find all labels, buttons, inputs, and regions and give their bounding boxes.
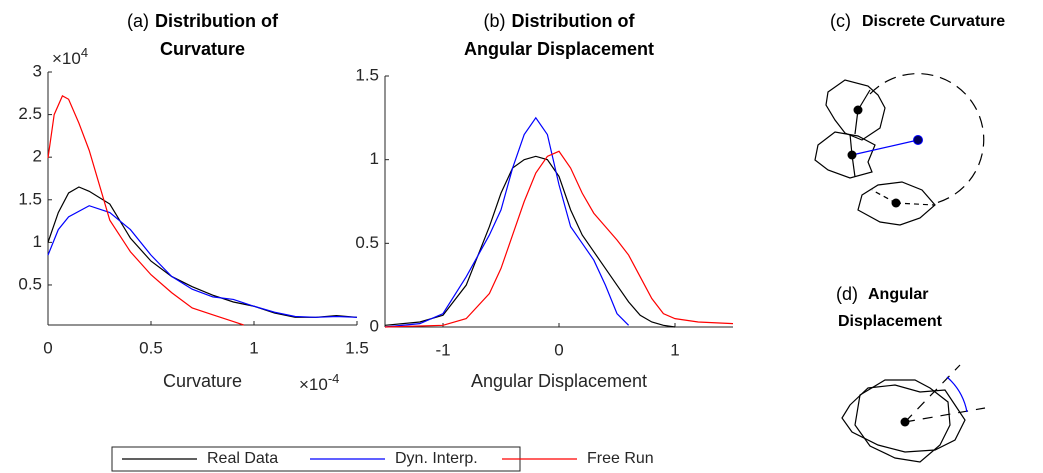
x-tick-label: 1 xyxy=(670,340,679,359)
x-tick-label: 0 xyxy=(554,340,563,359)
diagram-dot xyxy=(900,417,910,427)
x-tick-label: 1 xyxy=(249,338,258,357)
legend-label: Dyn. Interp. xyxy=(395,450,478,467)
y-tick-label: 2.5 xyxy=(18,104,42,123)
y-tick-label: 1.5 xyxy=(18,189,42,208)
x-tick-label: 1.5 xyxy=(345,338,369,357)
x-tick-label: -1 xyxy=(435,340,450,359)
series-line xyxy=(47,186,358,318)
diagram-panel: (c) xyxy=(830,11,851,31)
chart-title: (a) Distribution of xyxy=(127,11,279,31)
multiplier-base: ×10 xyxy=(299,375,328,394)
diagram-title: Discrete Curvature xyxy=(862,13,1005,30)
multiplier-exponent: -4 xyxy=(328,371,340,386)
chart-panel: (b) xyxy=(484,11,506,31)
y-tick-label: 1 xyxy=(33,232,42,251)
chart-title: Curvature xyxy=(160,39,245,59)
multiplier-exponent: 4 xyxy=(81,45,88,60)
diagram-title: Angular xyxy=(868,286,928,303)
x-tick-label: 0.5 xyxy=(139,338,163,357)
legend-label: Free Run xyxy=(587,450,654,467)
y-tick-label: 1.5 xyxy=(355,65,379,84)
chart-title: Angular Displacement xyxy=(464,39,654,59)
diagram-dot xyxy=(847,150,857,160)
diagram-panel: (d) xyxy=(836,284,858,304)
multiplier-base: ×10 xyxy=(52,49,81,68)
x-axis-label: Angular Displacement xyxy=(471,371,647,391)
diagram-d xyxy=(841,364,986,463)
chart-title-text: Distribution of xyxy=(512,11,636,31)
y-tick-label: 0.5 xyxy=(18,274,42,293)
y-tick-label: 2 xyxy=(33,147,42,166)
x-multiplier: ×10-4 xyxy=(299,371,339,394)
y-tick-label: 1 xyxy=(370,149,379,168)
chart-title-text: Distribution of xyxy=(155,11,279,31)
y-tick-label: 0 xyxy=(370,316,379,335)
series-line xyxy=(384,150,734,328)
diagram-dot xyxy=(853,105,863,115)
diagram-dot xyxy=(891,198,901,208)
series-line xyxy=(47,95,244,326)
series-line xyxy=(47,205,358,318)
series-line xyxy=(384,155,676,328)
y-tick-label: 3 xyxy=(33,61,42,80)
y-multiplier: ×104 xyxy=(52,45,88,68)
series-line xyxy=(384,116,630,328)
x-axis-label: Curvature xyxy=(163,371,242,391)
y-tick-label: 0.5 xyxy=(355,233,379,252)
chart-title: (b) Distribution of xyxy=(484,11,636,31)
diagram-dot xyxy=(913,135,923,145)
x-tick-label: 0 xyxy=(43,338,52,357)
legend-label: Real Data xyxy=(207,450,278,467)
chart-panel: (a) xyxy=(127,11,149,31)
diagram-title: Displacement xyxy=(838,313,943,330)
